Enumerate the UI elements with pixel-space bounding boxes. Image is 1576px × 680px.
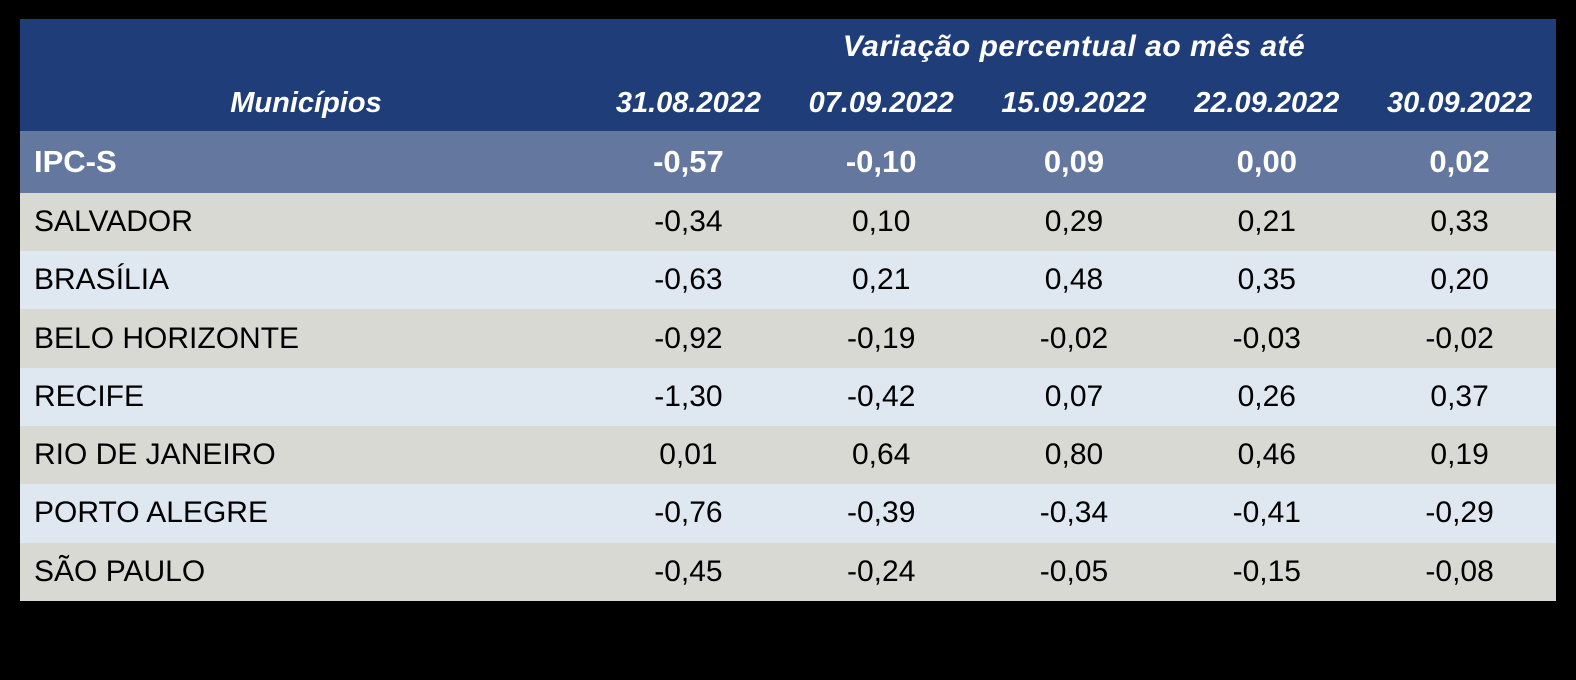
ipcs-variation-table: Variação percentual ao mês até Município…	[20, 19, 1556, 601]
row-label: PORTO ALEGRE	[20, 484, 592, 543]
row-label: RECIFE	[20, 367, 592, 426]
cell-value: -0,42	[784, 367, 978, 426]
cell-value: -0,10	[784, 131, 978, 193]
cell-value: -0,34	[592, 192, 785, 252]
column-header-municipios: Municípios	[20, 75, 592, 131]
header-title-row: Variação percentual ao mês até	[20, 19, 1556, 75]
cell-value: -0,02	[977, 309, 1171, 368]
cell-value: 0,26	[1170, 367, 1364, 426]
table-row-ipcs: IPC-S -0,57 -0,10 0,09 0,00 0,02	[20, 131, 1556, 193]
row-label: IPC-S	[20, 131, 592, 193]
cell-value: 0,20	[1363, 251, 1556, 310]
column-header-date-3: 15.09.2022	[977, 75, 1171, 131]
column-header-date-2: 07.09.2022	[784, 75, 978, 131]
header-blank-cell	[20, 19, 592, 75]
cell-value: 0,37	[1363, 367, 1556, 426]
cell-value: 0,09	[977, 131, 1171, 193]
cell-value: -0,63	[592, 251, 785, 310]
cell-value: -0,92	[592, 309, 785, 368]
cell-value: 0,35	[1170, 251, 1364, 310]
cell-value: 0,46	[1170, 426, 1364, 485]
table-row-brasilia: BRASÍLIA -0,63 0,21 0,48 0,35 0,20	[20, 251, 1556, 310]
cell-value: -0,03	[1170, 309, 1364, 368]
cell-value: 0,10	[784, 192, 978, 252]
table-body: IPC-S -0,57 -0,10 0,09 0,00 0,02 SALVADO…	[20, 131, 1556, 601]
table-row-sao-paulo: SÃO PAULO -0,45 -0,24 -0,05 -0,15 -0,08	[20, 542, 1556, 601]
column-header-date-4: 22.09.2022	[1170, 75, 1364, 131]
cell-value: -0,15	[1170, 542, 1364, 601]
row-label: SALVADOR	[20, 192, 592, 252]
cell-value: -0,19	[784, 309, 978, 368]
cell-value: 0,02	[1363, 131, 1556, 193]
ipcs-table-container: Variação percentual ao mês até Município…	[20, 19, 1556, 601]
cell-value: -0,57	[592, 131, 785, 193]
cell-value: -0,29	[1363, 484, 1556, 543]
cell-value: 0,33	[1363, 192, 1556, 252]
table-row-rio-de-janeiro: RIO DE JANEIRO 0,01 0,64 0,80 0,46 0,19	[20, 426, 1556, 485]
row-label: BRASÍLIA	[20, 251, 592, 310]
cell-value: 0,00	[1170, 131, 1364, 193]
cell-value: 0,21	[1170, 192, 1364, 252]
cell-value: -1,30	[592, 367, 785, 426]
table-row-salvador: SALVADOR -0,34 0,10 0,29 0,21 0,33	[20, 192, 1556, 252]
cell-value: 0,07	[977, 367, 1171, 426]
cell-value: 0,64	[784, 426, 978, 485]
row-label: RIO DE JANEIRO	[20, 426, 592, 485]
cell-value: -0,34	[977, 484, 1171, 543]
row-label: BELO HORIZONTE	[20, 309, 592, 368]
header-columns-row: Municípios 31.08.2022 07.09.2022 15.09.2…	[20, 75, 1556, 131]
header-title: Variação percentual ao mês até	[592, 19, 1556, 75]
cell-value: 0,01	[592, 426, 785, 485]
column-header-date-5: 30.09.2022	[1363, 75, 1556, 131]
row-label: SÃO PAULO	[20, 542, 592, 601]
cell-value: 0,29	[977, 192, 1171, 252]
table-row-porto-alegre: PORTO ALEGRE -0,76 -0,39 -0,34 -0,41 -0,…	[20, 484, 1556, 543]
column-header-date-1: 31.08.2022	[592, 75, 785, 131]
cell-value: -0,05	[977, 542, 1171, 601]
cell-value: -0,24	[784, 542, 978, 601]
cell-value: 0,19	[1363, 426, 1556, 485]
cell-value: -0,08	[1363, 542, 1556, 601]
cell-value: -0,45	[592, 542, 785, 601]
cell-value: -0,02	[1363, 309, 1556, 368]
cell-value: -0,76	[592, 484, 785, 543]
table-row-recife: RECIFE -1,30 -0,42 0,07 0,26 0,37	[20, 367, 1556, 426]
table-header: Variação percentual ao mês até Município…	[20, 19, 1556, 131]
cell-value: 0,48	[977, 251, 1171, 310]
table-row-belo-horizonte: BELO HORIZONTE -0,92 -0,19 -0,02 -0,03 -…	[20, 309, 1556, 368]
cell-value: 0,21	[784, 251, 978, 310]
cell-value: 0,80	[977, 426, 1171, 485]
cell-value: -0,39	[784, 484, 978, 543]
cell-value: -0,41	[1170, 484, 1364, 543]
